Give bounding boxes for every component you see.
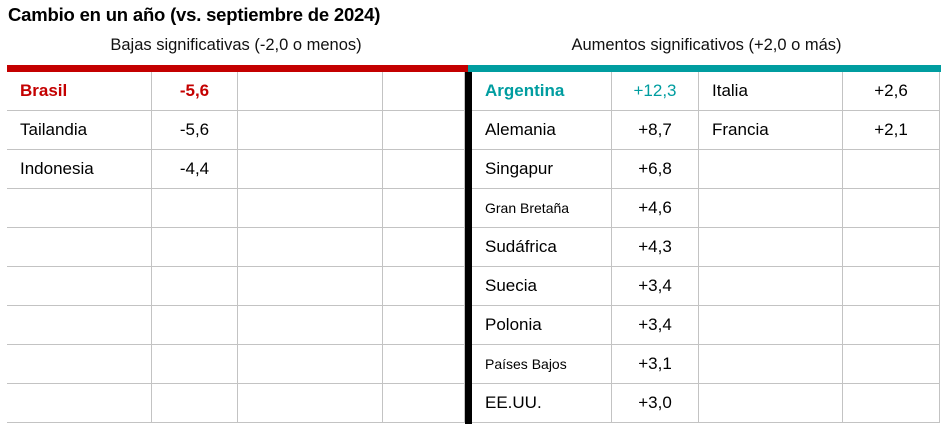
value-cell: -5,6 <box>152 111 238 150</box>
value-cell: +2,6 <box>843 72 940 111</box>
value-cell <box>152 306 238 345</box>
left-section-subtitle: Bajas significativas (-2,0 o menos) <box>110 36 362 54</box>
empty-cell <box>383 111 465 150</box>
empty-cell <box>238 384 383 423</box>
value-cell <box>843 384 940 423</box>
country-cell <box>699 345 843 384</box>
country-cell: Argentina <box>472 72 612 111</box>
left-table: Brasil -5,6 Tailandia -5,6 Indonesia -4,4 <box>7 72 465 423</box>
empty-cell <box>383 72 465 111</box>
value-cell <box>152 267 238 306</box>
country-cell <box>7 345 152 384</box>
positive-accent-bar <box>468 65 941 72</box>
empty-cell <box>383 306 465 345</box>
country-cell <box>7 228 152 267</box>
value-cell <box>152 345 238 384</box>
country-cell: Italia <box>699 72 843 111</box>
value-cell: -5,6 <box>152 72 238 111</box>
right-table: Argentina +12,3 Italia +2,6 Alemania +8,7 Fran… <box>472 72 940 423</box>
empty-cell <box>383 267 465 306</box>
empty-cell <box>383 150 465 189</box>
country-cell <box>699 384 843 423</box>
country-cell <box>7 306 152 345</box>
empty-cell <box>383 384 465 423</box>
country-cell: Sudáfrica <box>472 228 612 267</box>
country-cell <box>699 306 843 345</box>
value-cell: -4,4 <box>152 150 238 189</box>
empty-cell <box>383 345 465 384</box>
country-cell <box>699 189 843 228</box>
country-cell <box>699 228 843 267</box>
country-cell: Singapur <box>472 150 612 189</box>
country-cell <box>699 267 843 306</box>
value-cell: +8,7 <box>612 111 699 150</box>
value-cell <box>152 384 238 423</box>
country-cell: Brasil <box>7 72 152 111</box>
value-cell <box>843 189 940 228</box>
value-cell: +3,1 <box>612 345 699 384</box>
value-cell: +3,4 <box>612 267 699 306</box>
section-divider <box>465 72 472 424</box>
value-cell: +3,0 <box>612 384 699 423</box>
country-cell <box>7 384 152 423</box>
empty-cell <box>238 267 383 306</box>
empty-cell <box>383 228 465 267</box>
country-cell <box>7 189 152 228</box>
value-cell <box>843 306 940 345</box>
value-cell <box>843 228 940 267</box>
value-cell <box>843 267 940 306</box>
value-cell: +3,4 <box>612 306 699 345</box>
empty-cell <box>238 189 383 228</box>
value-cell: +2,1 <box>843 111 940 150</box>
country-cell: Gran Bretaña <box>472 189 612 228</box>
value-cell <box>152 228 238 267</box>
country-cell: Países Bajos <box>472 345 612 384</box>
country-cell: Suecia <box>472 267 612 306</box>
country-cell: EE.UU. <box>472 384 612 423</box>
country-cell: Alemania <box>472 111 612 150</box>
empty-cell <box>238 306 383 345</box>
country-cell <box>7 267 152 306</box>
value-cell: +4,6 <box>612 189 699 228</box>
country-cell <box>699 150 843 189</box>
negative-accent-bar <box>7 65 468 72</box>
value-cell: +12,3 <box>612 72 699 111</box>
value-cell <box>843 150 940 189</box>
country-cell: Francia <box>699 111 843 150</box>
country-cell: Tailandia <box>7 111 152 150</box>
value-cell: +4,3 <box>612 228 699 267</box>
country-cell: Polonia <box>472 306 612 345</box>
empty-cell <box>238 111 383 150</box>
right-section-subtitle: Aumentos significativos (+2,0 o más) <box>571 36 842 54</box>
value-cell: +6,8 <box>612 150 699 189</box>
empty-cell <box>238 228 383 267</box>
value-cell <box>843 345 940 384</box>
country-cell: Indonesia <box>7 150 152 189</box>
chart-title: Cambio en un año (vs. septiembre de 2024… <box>8 4 381 25</box>
empty-cell <box>238 150 383 189</box>
empty-cell <box>238 72 383 111</box>
empty-cell <box>238 345 383 384</box>
empty-cell <box>383 189 465 228</box>
value-cell <box>152 189 238 228</box>
